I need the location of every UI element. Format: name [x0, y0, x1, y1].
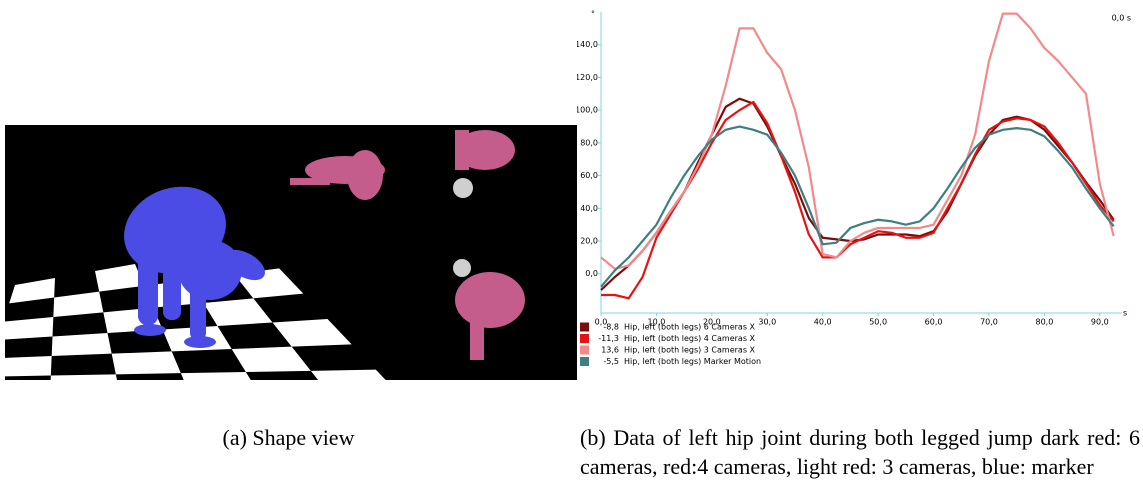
x-tick-label: 20,0 — [703, 318, 721, 327]
y-tick-label: 20,0 — [580, 237, 598, 246]
x-tick-label: 90,0 — [1091, 318, 1109, 327]
blue-body — [124, 186, 265, 348]
x-tick-label: 0,0 — [595, 318, 608, 327]
legend-label: Hip, left (both legs) 4 Cameras X — [624, 334, 756, 343]
x-tick-label: 80,0 — [1035, 318, 1053, 327]
y-tick-label: 140,0 — [577, 40, 598, 49]
board-tile — [5, 356, 52, 377]
y-tick-label: 40,0 — [580, 204, 598, 213]
legend-swatch — [580, 322, 589, 332]
x-tick-label: 70,0 — [980, 318, 998, 327]
time-label: 0,0 s — [1112, 14, 1131, 23]
legend-value: -5,5 — [603, 357, 619, 366]
y-tick-label: 60,0 — [580, 171, 598, 180]
series-line — [600, 12, 1115, 270]
legend-swatch — [580, 357, 589, 366]
caption-b: (b) Data of left hip joint during both l… — [580, 425, 1140, 479]
board-tile — [203, 298, 273, 326]
board-tile — [231, 346, 311, 372]
board-tile — [95, 264, 145, 292]
legend-value: 13,6 — [601, 346, 619, 355]
board-tile — [9, 278, 55, 304]
board-tile — [111, 351, 181, 375]
y-tick-label: 0,0 — [585, 269, 598, 278]
legend-label: Hip, left (both legs) Marker Motion — [624, 357, 761, 366]
x-tick-label: 50,0 — [869, 318, 887, 327]
board-tile — [180, 372, 251, 380]
y-unit: ° — [591, 10, 595, 19]
legend-value: -8,8 — [603, 323, 619, 332]
board-tile — [5, 317, 54, 340]
chart: ° 0,0 s s 0,0 20,0 40,0 60,0 80,0 100,0 120,0 1… — [577, 10, 1131, 366]
legend-swatch — [580, 345, 589, 355]
series-line — [600, 97, 1115, 291]
x-tick-label: 60,0 — [925, 318, 943, 327]
board-tile — [310, 369, 386, 380]
caption-a: (a) Shape view — [222, 425, 355, 450]
legend-label: Hip, left (both legs) 3 Cameras X — [624, 346, 756, 355]
board-tile — [272, 319, 352, 347]
y-tick-label: 100,0 — [577, 106, 598, 115]
y-tick-label: 80,0 — [580, 138, 598, 147]
x-tick-label: 30,0 — [758, 318, 776, 327]
legend-swatch — [580, 334, 589, 343]
shape-view — [5, 125, 577, 380]
y-tick-label: 120,0 — [577, 73, 598, 82]
x-tick-label: 40,0 — [814, 318, 832, 327]
series-line — [600, 125, 1115, 288]
board-tile — [51, 333, 112, 356]
board-tile — [53, 291, 104, 317]
x-tick-label: 10,0 — [648, 318, 666, 327]
legend-label: Hip, left (both legs) 6 Cameras X — [624, 323, 756, 332]
pink-bodies — [290, 130, 525, 360]
x-unit: s — [1123, 309, 1127, 318]
board-tile — [50, 374, 117, 380]
legend-value: -11,3 — [598, 334, 619, 343]
